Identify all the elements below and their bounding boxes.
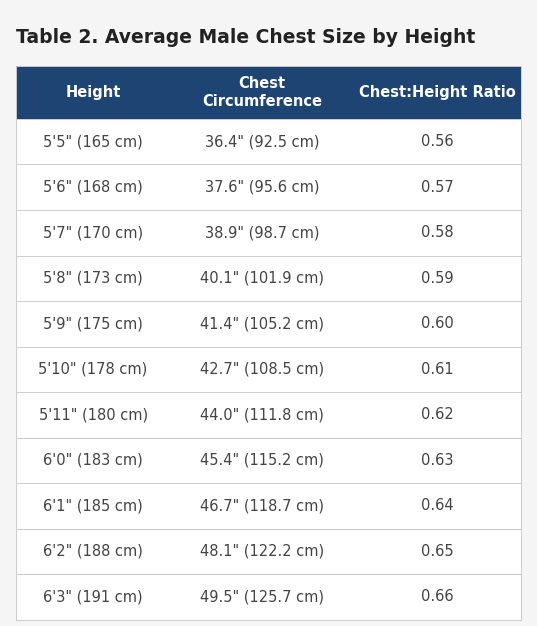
Text: 0.66: 0.66 bbox=[422, 590, 454, 605]
Text: 0.58: 0.58 bbox=[422, 225, 454, 240]
Text: 0.60: 0.60 bbox=[421, 316, 454, 331]
Text: 5'8" (173 cm): 5'8" (173 cm) bbox=[43, 271, 143, 286]
Text: 5'7" (170 cm): 5'7" (170 cm) bbox=[43, 225, 143, 240]
Text: 6'3" (191 cm): 6'3" (191 cm) bbox=[43, 590, 143, 605]
Text: 0.59: 0.59 bbox=[422, 271, 454, 286]
Text: 0.61: 0.61 bbox=[422, 362, 454, 377]
Text: 37.6" (95.6 cm): 37.6" (95.6 cm) bbox=[205, 180, 320, 195]
Text: 0.62: 0.62 bbox=[421, 408, 454, 423]
Text: 0.57: 0.57 bbox=[421, 180, 454, 195]
Text: Height: Height bbox=[66, 85, 121, 100]
Text: Table 2. Average Male Chest Size by Height: Table 2. Average Male Chest Size by Heig… bbox=[16, 28, 475, 47]
Text: 5'10" (178 cm): 5'10" (178 cm) bbox=[39, 362, 148, 377]
Bar bbox=[0, 16, 537, 59]
Text: 49.5" (125.7 cm): 49.5" (125.7 cm) bbox=[200, 590, 324, 605]
Text: 40.1" (101.9 cm): 40.1" (101.9 cm) bbox=[200, 271, 324, 286]
Text: 0.63: 0.63 bbox=[422, 453, 454, 468]
Text: 0.65: 0.65 bbox=[422, 544, 454, 559]
Text: 48.1" (122.2 cm): 48.1" (122.2 cm) bbox=[200, 544, 324, 559]
Text: 0.64: 0.64 bbox=[422, 498, 454, 513]
Text: 45.4" (115.2 cm): 45.4" (115.2 cm) bbox=[200, 453, 324, 468]
Text: 0.56: 0.56 bbox=[422, 134, 454, 149]
Text: Chest
Circumference: Chest Circumference bbox=[202, 76, 322, 109]
Text: 5'11" (180 cm): 5'11" (180 cm) bbox=[39, 408, 148, 423]
Text: 5'6" (168 cm): 5'6" (168 cm) bbox=[43, 180, 143, 195]
Bar bbox=[16, 66, 521, 119]
Text: 6'2" (188 cm): 6'2" (188 cm) bbox=[43, 544, 143, 559]
Bar bbox=[16, 66, 521, 620]
Text: 44.0" (111.8 cm): 44.0" (111.8 cm) bbox=[200, 408, 324, 423]
Text: Chest:Height Ratio: Chest:Height Ratio bbox=[359, 85, 516, 100]
Bar bbox=[16, 119, 521, 620]
Text: 42.7" (108.5 cm): 42.7" (108.5 cm) bbox=[200, 362, 324, 377]
Text: 36.4" (92.5 cm): 36.4" (92.5 cm) bbox=[205, 134, 320, 149]
Text: 46.7" (118.7 cm): 46.7" (118.7 cm) bbox=[200, 498, 324, 513]
Text: 6'0" (183 cm): 6'0" (183 cm) bbox=[43, 453, 143, 468]
Text: 38.9" (98.7 cm): 38.9" (98.7 cm) bbox=[205, 225, 320, 240]
Text: 5'5" (165 cm): 5'5" (165 cm) bbox=[43, 134, 143, 149]
Text: 6'1" (185 cm): 6'1" (185 cm) bbox=[43, 498, 143, 513]
Text: 5'9" (175 cm): 5'9" (175 cm) bbox=[43, 316, 143, 331]
Text: 41.4" (105.2 cm): 41.4" (105.2 cm) bbox=[200, 316, 324, 331]
